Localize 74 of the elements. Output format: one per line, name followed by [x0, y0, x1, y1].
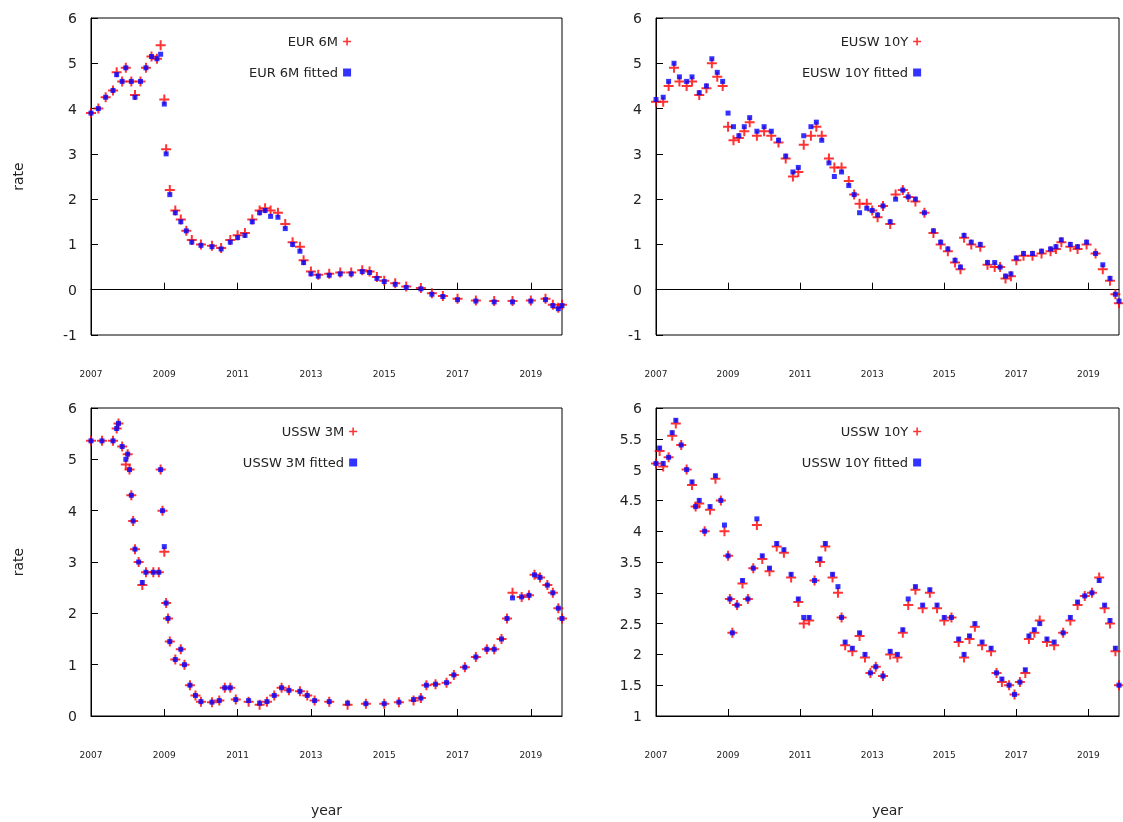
y-tick-label: 1 [633, 708, 642, 724]
y-tick-label: 1 [68, 656, 77, 673]
y-tick-label: 5 [633, 55, 642, 72]
y-tick-label: 4.5 [619, 492, 642, 509]
x-tick-label: 2019 [519, 749, 543, 760]
x-tick-label: 2017 [1004, 749, 1028, 760]
x-tick-label: 2007 [79, 368, 103, 379]
y-tick-label: 2 [633, 191, 642, 208]
y-tick-label: 3 [68, 554, 77, 570]
x-tick-label: 2011 [226, 368, 250, 379]
x-tick-label: 2011 [788, 749, 812, 760]
y-tick-label: 2 [68, 605, 77, 622]
y-tick-label: 1 [68, 236, 77, 253]
y-tick-label: 4 [68, 100, 78, 117]
y-tick-label: 4 [633, 523, 643, 540]
y-tick-label: 3 [633, 145, 642, 162]
y-tick-label: 3.5 [619, 554, 642, 570]
x-tick-label: 2015 [932, 368, 956, 379]
y-tick-label: 4 [633, 100, 643, 117]
y-tick-label: 2 [633, 646, 642, 663]
x-tick-label: 2013 [860, 749, 884, 760]
y-tick-label: 3 [633, 584, 642, 601]
y-tick-label: 4 [68, 502, 78, 519]
y-tick-label: 6 [633, 400, 643, 416]
x-tick-label: 2011 [226, 749, 250, 760]
legend-label: EUR 6M [287, 34, 339, 49]
x-axis-title: year [871, 802, 904, 818]
y-tick-label: 0 [633, 281, 642, 298]
legend-label: EUSW 10Y fitted [801, 65, 909, 80]
y-tick-label: 2.5 [619, 615, 642, 632]
x-tick-label: 2015 [932, 749, 956, 760]
y-tick-label: 1 [633, 236, 642, 253]
x-tick-label: 2009 [716, 749, 740, 760]
legend-label: USSW 3M fitted [242, 455, 345, 470]
y-tick-label: 1.5 [619, 677, 642, 694]
y-tick-label: 6 [68, 400, 78, 416]
y-tick-label: 5 [68, 451, 77, 468]
y-tick-label: -1 [63, 327, 77, 343]
y-tick-label: 0 [68, 708, 77, 724]
y-tick-label: 3 [68, 145, 77, 162]
legend-label: USSW 10Y fitted [801, 455, 909, 470]
y-axis-title: rate [10, 547, 26, 577]
x-tick-label: 2019 [1076, 749, 1101, 760]
y-tick-label: -1 [628, 327, 642, 343]
legend-label: USSW 3M [281, 424, 345, 439]
x-tick-label: 2017 [446, 368, 469, 379]
y-tick-label: 0 [68, 281, 77, 298]
legend-label: EUR 6M fitted [248, 65, 339, 80]
y-tick-label: 5 [68, 55, 77, 72]
x-tick-label: 2019 [1076, 368, 1101, 379]
x-axis-title: year [310, 802, 343, 818]
x-tick-label: 2009 [152, 368, 177, 379]
x-tick-label: 2017 [446, 749, 469, 760]
legend-label: USSW 10Y [840, 424, 909, 439]
y-tick-label: 6 [633, 10, 643, 26]
x-tick-label: 2013 [860, 368, 884, 379]
x-tick-label: 2015 [372, 749, 396, 760]
x-tick-label: 2013 [299, 749, 323, 760]
legend-label: EUSW 10Y [840, 34, 909, 49]
y-tick-label: 6 [68, 10, 78, 26]
x-tick-label: 2019 [519, 368, 543, 379]
x-tick-label: 2009 [152, 749, 177, 760]
x-tick-label: 2011 [788, 368, 812, 379]
y-tick-label: 2 [68, 191, 77, 208]
x-tick-label: 2009 [716, 368, 740, 379]
y-axis-title: rate [10, 162, 26, 191]
x-tick-label: 2013 [299, 368, 323, 379]
x-tick-label: 2007 [644, 749, 668, 760]
x-tick-label: 2017 [1004, 368, 1028, 379]
x-tick-label: 2007 [79, 749, 103, 760]
x-tick-label: 2007 [644, 368, 668, 379]
x-tick-label: 2015 [372, 368, 396, 379]
y-tick-label: 5 [633, 461, 642, 478]
y-tick-label: 5.5 [619, 430, 642, 447]
